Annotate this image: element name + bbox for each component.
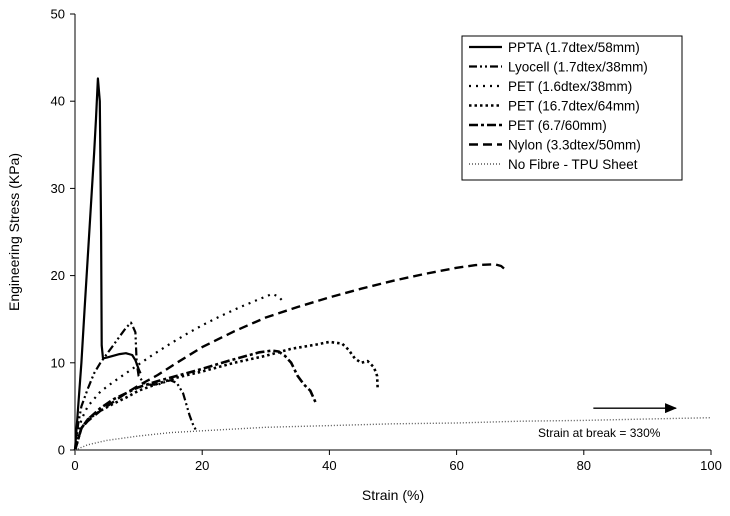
y-tick-label: 10 [51, 355, 65, 370]
series-line-2 [73, 321, 197, 451]
y-ticks: 0 10 20 30 40 50 [51, 7, 75, 458]
legend-box [461, 35, 683, 181]
y-tick-label: 30 [51, 181, 65, 196]
legend-items: PPTA (1.7dtex/58mm) Lyocell (1.7dtex/38mm… [469, 40, 648, 172]
series-line-4 [73, 340, 379, 451]
x-tick-label: 20 [195, 458, 209, 473]
x-tick-label: 100 [700, 458, 722, 473]
legend-label-7: No Fibre - TPU Sheet [508, 157, 638, 172]
series-line-6 [73, 263, 507, 451]
legend-label-5: PET (6.7/60mm) [508, 118, 607, 133]
x-tick-label: 60 [449, 458, 463, 473]
series-line-1 [73, 77, 142, 451]
strain-at-break-annotation: Strain at break = 330% [538, 403, 678, 440]
y-axis-title: Engineering Stress (KPa) [6, 153, 22, 311]
series-line-3 [73, 292, 286, 451]
legend-label-2: Lyocell (1.7dtex/38mm) [508, 60, 648, 75]
y-tick-label: 20 [51, 268, 65, 283]
y-tick-label: 40 [51, 94, 65, 109]
x-ticks: 0 20 40 60 80 100 [71, 450, 722, 473]
x-axis-title: Strain (%) [362, 487, 424, 503]
legend: PPTA (1.7dtex/58mm) Lyocell (1.7dtex/38mm… [461, 35, 683, 181]
series-line-5 [73, 349, 317, 451]
annotation-text: Strain at break = 330% [538, 426, 661, 440]
legend-label-6: Nylon (3.3dtex/50mm) [508, 138, 641, 153]
series-group [73, 77, 712, 451]
x-tick-label: 0 [71, 458, 78, 473]
legend-label-1: PPTA (1.7dtex/58mm) [508, 40, 640, 55]
x-tick-label: 80 [577, 458, 591, 473]
y-tick-label: 50 [51, 7, 65, 22]
y-tick-label: 0 [58, 443, 65, 458]
legend-label-3: PET (1.6dtex/38mm) [508, 79, 632, 94]
x-tick-label: 40 [322, 458, 336, 473]
legend-label-4: PET (16.7dtex/64mm) [508, 99, 640, 114]
